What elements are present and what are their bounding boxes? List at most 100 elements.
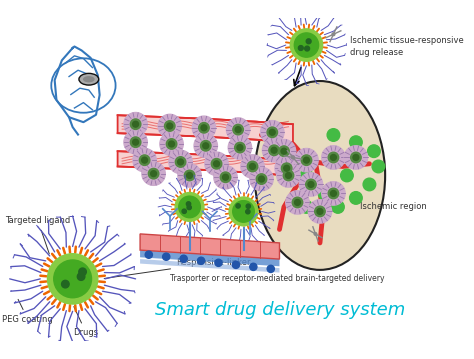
Circle shape xyxy=(300,201,313,213)
Circle shape xyxy=(295,149,318,172)
Circle shape xyxy=(215,259,222,266)
Circle shape xyxy=(124,112,147,136)
Circle shape xyxy=(142,162,165,185)
Circle shape xyxy=(133,149,156,172)
Circle shape xyxy=(294,200,301,205)
Circle shape xyxy=(299,46,303,50)
Circle shape xyxy=(350,192,362,204)
Circle shape xyxy=(175,157,186,167)
Circle shape xyxy=(303,157,310,163)
Circle shape xyxy=(275,157,298,180)
Circle shape xyxy=(158,114,182,138)
Polygon shape xyxy=(140,250,280,266)
Circle shape xyxy=(175,192,204,221)
Circle shape xyxy=(62,280,69,288)
Circle shape xyxy=(330,191,337,196)
Polygon shape xyxy=(118,151,289,176)
Polygon shape xyxy=(140,234,280,259)
Circle shape xyxy=(187,173,192,178)
Circle shape xyxy=(166,139,177,149)
Circle shape xyxy=(351,152,361,163)
Circle shape xyxy=(247,161,258,172)
Circle shape xyxy=(299,173,323,196)
Circle shape xyxy=(279,146,289,157)
Circle shape xyxy=(133,121,138,127)
Text: Responsive-linker: Responsive-linker xyxy=(104,258,251,279)
Circle shape xyxy=(235,127,241,132)
Circle shape xyxy=(223,174,228,180)
Circle shape xyxy=(328,152,339,163)
Circle shape xyxy=(267,265,274,272)
Circle shape xyxy=(308,200,332,223)
Circle shape xyxy=(133,139,138,145)
Circle shape xyxy=(259,176,264,182)
Polygon shape xyxy=(140,259,280,272)
Circle shape xyxy=(269,145,279,155)
Circle shape xyxy=(315,206,325,217)
Circle shape xyxy=(277,164,300,187)
Circle shape xyxy=(160,132,183,156)
Circle shape xyxy=(290,29,323,61)
Circle shape xyxy=(178,159,183,165)
Circle shape xyxy=(151,171,156,177)
Ellipse shape xyxy=(79,73,99,85)
Circle shape xyxy=(246,210,250,214)
Circle shape xyxy=(201,125,207,131)
Circle shape xyxy=(79,268,86,276)
Circle shape xyxy=(167,123,173,129)
Circle shape xyxy=(241,155,264,178)
Circle shape xyxy=(281,148,287,154)
Circle shape xyxy=(305,46,310,51)
Circle shape xyxy=(283,170,294,181)
Circle shape xyxy=(198,257,205,264)
Circle shape xyxy=(314,233,317,235)
Circle shape xyxy=(285,173,292,178)
Text: Drugs: Drugs xyxy=(73,307,99,337)
Circle shape xyxy=(203,143,209,149)
Circle shape xyxy=(318,187,331,200)
Circle shape xyxy=(124,130,147,154)
Circle shape xyxy=(372,160,385,173)
Circle shape xyxy=(269,129,275,135)
Circle shape xyxy=(235,142,245,153)
Circle shape xyxy=(205,152,228,176)
Circle shape xyxy=(233,124,243,135)
Circle shape xyxy=(211,159,222,169)
Circle shape xyxy=(237,145,243,150)
Circle shape xyxy=(350,136,362,149)
Circle shape xyxy=(169,141,174,147)
Circle shape xyxy=(353,154,359,160)
Circle shape xyxy=(199,122,209,133)
Circle shape xyxy=(236,204,240,208)
Circle shape xyxy=(220,172,231,182)
Circle shape xyxy=(163,253,170,260)
Text: Targeted ligand: Targeted ligand xyxy=(5,216,71,254)
Ellipse shape xyxy=(83,76,95,82)
Ellipse shape xyxy=(255,81,385,270)
Text: Ischemic region: Ischemic region xyxy=(360,202,427,211)
Circle shape xyxy=(164,121,175,131)
Circle shape xyxy=(332,33,335,36)
Circle shape xyxy=(306,179,316,190)
Circle shape xyxy=(214,161,219,167)
Circle shape xyxy=(261,121,284,144)
Circle shape xyxy=(229,197,258,226)
Circle shape xyxy=(139,155,150,165)
Circle shape xyxy=(145,251,153,258)
Circle shape xyxy=(286,191,309,214)
Circle shape xyxy=(294,33,319,57)
Circle shape xyxy=(317,209,323,214)
Circle shape xyxy=(322,146,345,169)
Circle shape xyxy=(368,145,380,158)
Circle shape xyxy=(186,202,191,206)
Circle shape xyxy=(292,197,303,208)
Circle shape xyxy=(77,273,85,280)
Circle shape xyxy=(292,156,294,159)
Circle shape xyxy=(227,118,250,141)
Circle shape xyxy=(263,139,286,162)
Circle shape xyxy=(47,254,98,304)
Circle shape xyxy=(271,147,277,153)
Circle shape xyxy=(178,164,201,187)
Circle shape xyxy=(308,182,314,187)
Circle shape xyxy=(130,137,141,148)
